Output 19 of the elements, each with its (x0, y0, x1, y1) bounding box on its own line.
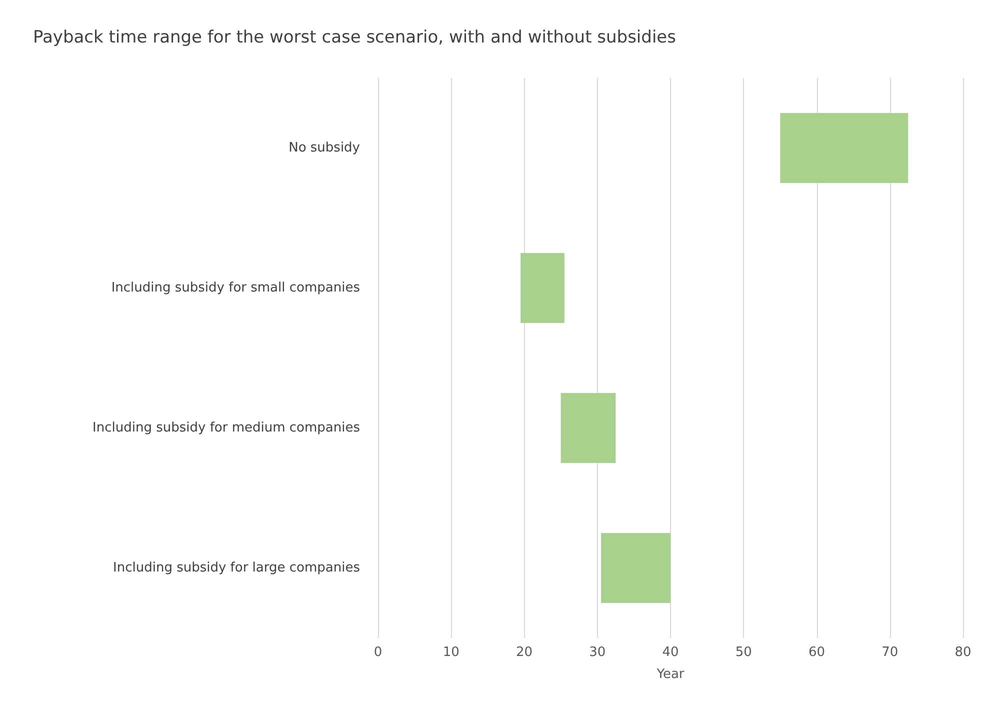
y-tick-label: Including subsidy for medium companies (92, 420, 360, 436)
x-tick-label: 0 (374, 645, 382, 660)
x-axis-title: Year (656, 667, 685, 682)
x-tick-label: 40 (662, 645, 679, 660)
bar (601, 533, 670, 603)
x-tick-label: 10 (442, 645, 460, 660)
x-tick-label: 80 (954, 645, 972, 660)
bar (560, 393, 616, 463)
y-tick-label: Including subsidy for large companies (113, 560, 360, 576)
x-tick-label: 60 (808, 645, 826, 660)
bar (780, 113, 908, 183)
x-tick-label: 20 (516, 645, 533, 660)
x-tick-label: 70 (882, 645, 898, 660)
chart-title: Payback time range for the worst case scenario, with and without subsidies (33, 28, 676, 48)
x-tick-label: 50 (735, 645, 752, 660)
y-tick-label: Including subsidy for small companies (111, 280, 360, 296)
x-tick-label: 30 (589, 645, 606, 660)
bar (520, 253, 564, 323)
y-tick-label: No subsidy (288, 140, 360, 156)
